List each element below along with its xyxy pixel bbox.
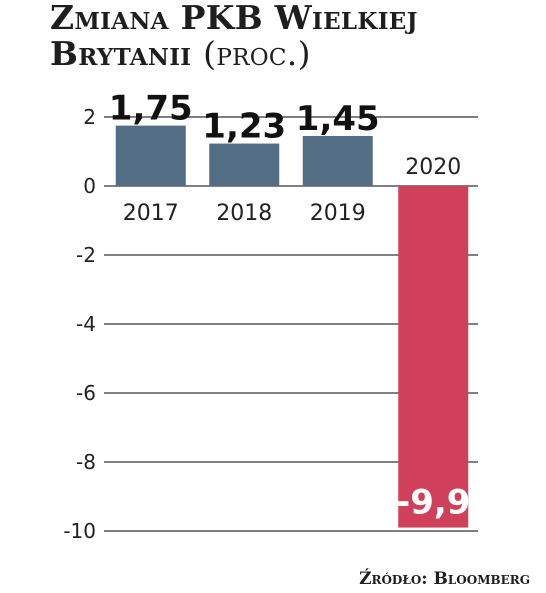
value-label-2017: 1,75: [109, 89, 193, 129]
y-tick-label: -4: [76, 312, 96, 336]
category-label-2019: 2019: [310, 201, 366, 226]
y-tick-label: -6: [76, 381, 96, 405]
y-axis-ticks: 2 0 -2 -4 -6 -8 -10: [63, 105, 96, 543]
value-label-2020: -9,9: [396, 483, 470, 523]
value-labels: 1,75 1,23 1,45 -9,9: [109, 89, 471, 523]
value-label-2018: 1,23: [202, 107, 286, 147]
chart-title: Zmiana PKB Wielkiej Brytanii (proc.): [50, 0, 418, 72]
y-tick-label: -8: [76, 450, 96, 474]
category-labels: 2017 2018 2019 2020: [123, 155, 462, 226]
value-label-2019: 1,45: [296, 99, 380, 139]
bar-2020: [398, 186, 469, 528]
category-label-2017: 2017: [123, 201, 179, 226]
y-tick-label: -2: [76, 243, 96, 267]
source-note: Źródło: Bloomberg: [359, 569, 530, 589]
chart-title-line1: Zmiana PKB Wielkiej: [50, 0, 418, 37]
y-tick-label: 2: [83, 105, 96, 129]
category-label-2020: 2020: [405, 155, 461, 180]
bar-2018: [209, 143, 280, 186]
bar-2019: [302, 135, 373, 186]
bar-chart: 2 0 -2 -4 -6 -8 -10 2017 2018 2019 2020 1,75 1,23 1…: [63, 89, 478, 543]
y-tick-label: -10: [63, 519, 96, 543]
category-label-2018: 2018: [216, 201, 272, 226]
chart-title-unit: (proc.): [203, 34, 311, 73]
bars: [115, 125, 469, 528]
y-tick-label: 0: [83, 174, 96, 198]
bar-2017: [115, 125, 186, 186]
chart-title-line2: Brytanii: [50, 34, 192, 73]
